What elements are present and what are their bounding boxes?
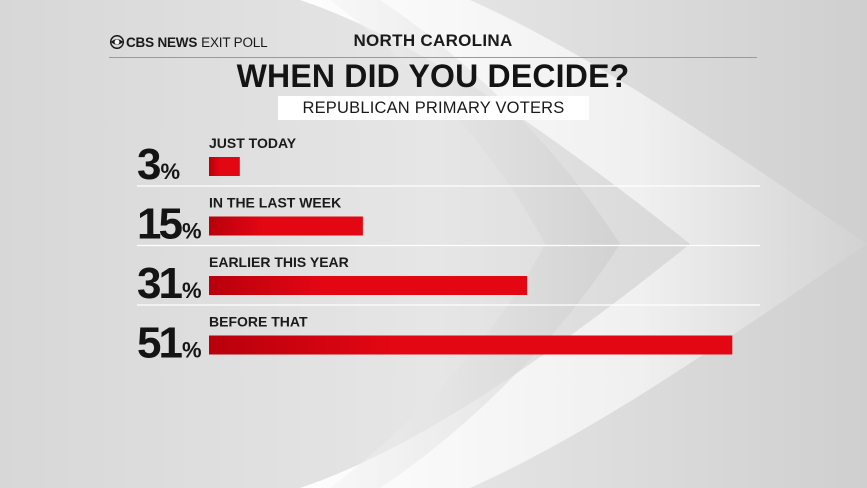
- cbs-news-exit-poll-logo: CBS NEWS EXIT POLL: [110, 34, 268, 50]
- bar: [209, 157, 240, 176]
- chart-subtitle: REPUBLICAN PRIMARY VOTERS: [278, 96, 589, 120]
- value-label: 3%: [137, 140, 180, 189]
- bar: [209, 216, 363, 236]
- value-label: 51%: [137, 319, 202, 368]
- chart-title: WHEN DID YOU DECIDE?: [236, 58, 630, 94]
- category-label: JUST TODAY: [209, 135, 297, 151]
- state-label: NORTH CAROLINA: [353, 31, 513, 50]
- bar: [209, 276, 528, 295]
- product-name: EXIT POLL: [201, 34, 268, 50]
- category-label: EARLIER THIS YEAR: [209, 254, 349, 270]
- category-label: BEFORE THAT: [209, 314, 308, 330]
- category-label: IN THE LAST WEEK: [209, 195, 341, 211]
- bar: [209, 335, 733, 355]
- value-label: 15%: [137, 200, 202, 249]
- header-divider: [109, 57, 757, 58]
- network-name: CBS NEWS: [126, 34, 198, 50]
- value-label: 31%: [137, 259, 202, 308]
- cbs-eye-icon: [110, 35, 124, 49]
